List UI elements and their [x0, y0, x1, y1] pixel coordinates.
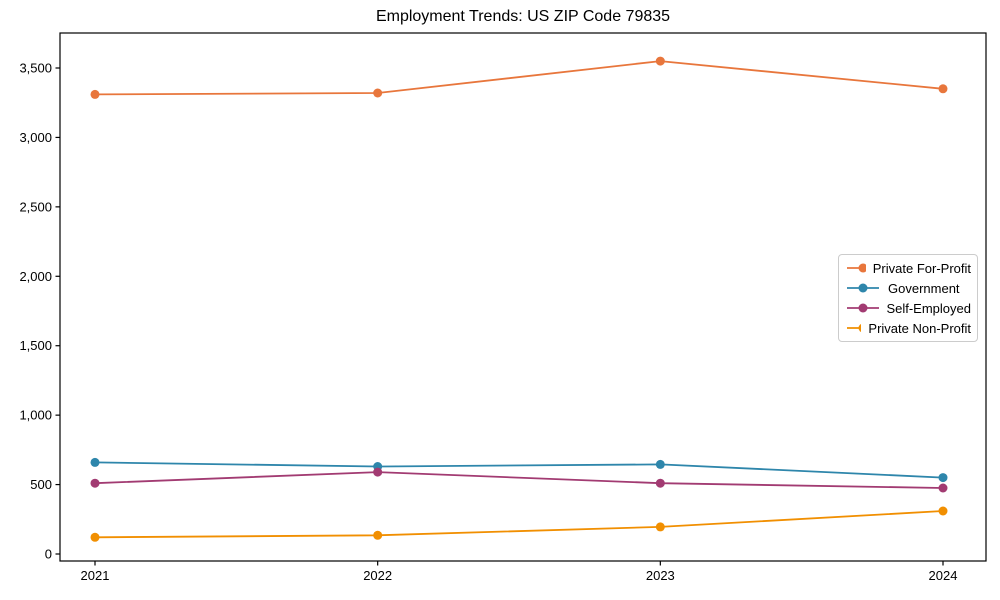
data-point-private-non-profit — [90, 532, 100, 542]
y-tick-label: 2,000 — [19, 269, 52, 284]
x-tick-label: 2021 — [81, 568, 110, 583]
legend-marker-private-for-profit — [847, 263, 866, 273]
x-tick-label: 2022 — [363, 568, 392, 583]
y-tick-label: 2,500 — [19, 199, 52, 214]
data-point-government — [655, 459, 665, 469]
legend-marker-self-employed — [847, 303, 879, 313]
y-tick-label: 500 — [30, 477, 52, 492]
y-tick-label: 1,500 — [19, 338, 52, 353]
x-tick-label: 2023 — [646, 568, 675, 583]
data-point-self-employed — [938, 483, 948, 493]
legend-label-government: Government — [888, 280, 960, 296]
legend: Private For-Profit Government Self-Employe… — [838, 254, 978, 342]
data-point-government — [938, 473, 948, 483]
y-tick-label: 1,000 — [19, 408, 52, 423]
legend-label-private-for-profit: Private For-Profit — [872, 260, 971, 276]
data-point-private-for-profit — [90, 89, 100, 99]
data-point-private-non-profit — [373, 530, 383, 540]
data-point-self-employed — [373, 467, 383, 477]
legend-dot-sample — [858, 323, 862, 333]
data-point-private-non-profit — [938, 506, 948, 516]
data-point-self-employed — [655, 478, 665, 488]
legend-label-private-non-profit: Private Non-Profit — [868, 320, 971, 336]
series-line-self-employed — [94, 471, 944, 489]
data-point-private-for-profit — [655, 56, 665, 66]
data-point-private-for-profit — [373, 88, 383, 98]
series-line-private-for-profit — [94, 60, 944, 96]
series-line-private-non-profit — [94, 510, 944, 539]
x-tick-label: 2024 — [929, 568, 958, 583]
series-line-government — [94, 461, 944, 479]
data-point-self-employed — [90, 478, 100, 488]
data-point-government — [90, 457, 100, 467]
legend-dot-sample — [858, 303, 868, 313]
legend-marker-private-non-profit — [847, 323, 862, 333]
data-point-private-for-profit — [938, 84, 948, 94]
legend-item-self-employed: Self-Employed — [845, 298, 971, 318]
data-point-private-non-profit — [655, 522, 665, 532]
legend-item-private-non-profit: Private Non-Profit — [845, 318, 971, 338]
legend-marker-government — [847, 283, 879, 293]
plot-frame — [59, 32, 987, 562]
y-tick-label: 3,500 — [19, 61, 52, 76]
chart-title: Employment Trends: US ZIP Code 79835 — [375, 8, 671, 25]
legend-item-government: Government — [845, 278, 971, 298]
y-tick-label: 0 — [45, 547, 52, 562]
legend-dot-sample — [858, 263, 866, 273]
legend-dot-sample — [858, 283, 868, 293]
legend-label-self-employed: Self-Employed — [886, 300, 971, 316]
legend-item-private-for-profit: Private For-Profit — [845, 258, 971, 278]
y-tick-label: 3,000 — [19, 130, 52, 145]
